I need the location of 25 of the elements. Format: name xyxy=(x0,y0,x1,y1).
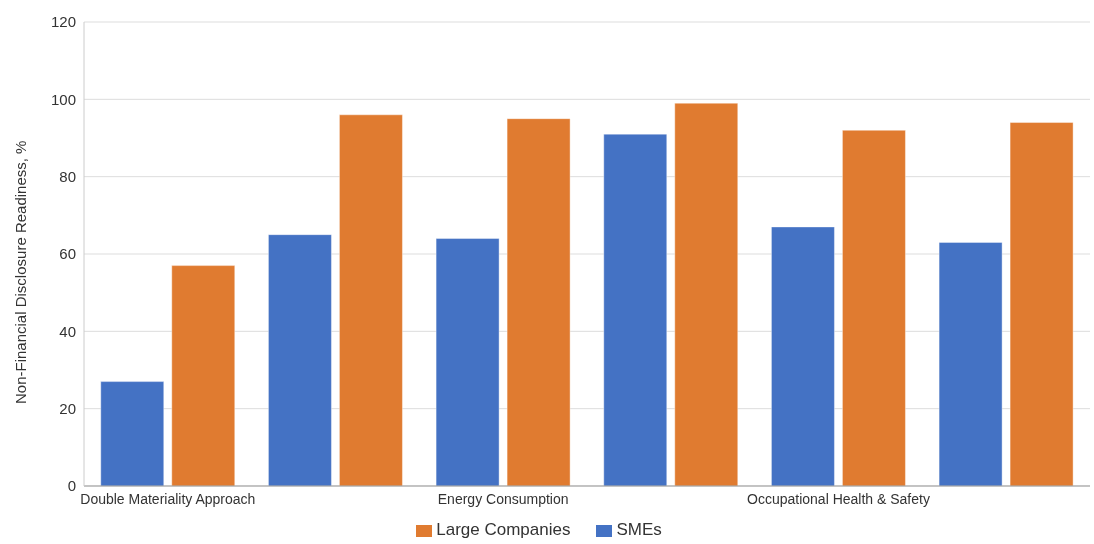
bar xyxy=(435,238,500,486)
y-tick-label: 60 xyxy=(59,245,76,263)
y-tick-label: 0 xyxy=(67,477,76,495)
bar xyxy=(841,129,906,486)
y-tick-label: 20 xyxy=(59,399,76,417)
y-tick-label: 80 xyxy=(59,167,76,185)
bar xyxy=(674,102,739,486)
bar xyxy=(338,114,403,486)
bar xyxy=(100,381,165,486)
y-tick-label: 40 xyxy=(59,322,76,340)
x-tick-label: Occupational Health & Safety xyxy=(747,490,930,507)
bar xyxy=(938,241,1003,486)
bar xyxy=(1009,122,1074,486)
y-axis-title: Non-Financial Disclosure Readiness, % xyxy=(12,140,30,404)
y-tick-label: 100 xyxy=(50,90,76,108)
y-tick-label: 120 xyxy=(50,13,76,31)
bar xyxy=(506,118,571,486)
x-tick-label: Double Materiality Approach xyxy=(80,490,256,507)
bar xyxy=(171,265,236,486)
bar xyxy=(770,226,835,486)
x-tick-label: Energy Consumption xyxy=(437,490,569,507)
bar xyxy=(603,133,668,486)
bar xyxy=(267,234,332,486)
legend-label: SMEs xyxy=(616,520,662,539)
legend-label: Large Companies xyxy=(436,520,571,539)
